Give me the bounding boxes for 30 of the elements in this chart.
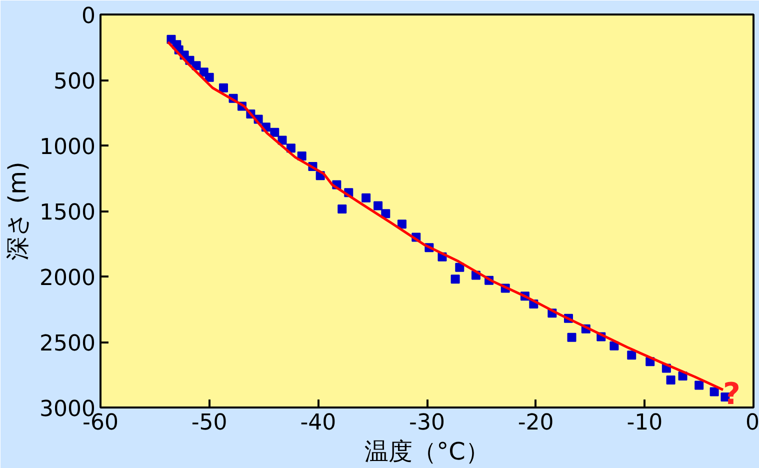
point <box>381 209 390 218</box>
point <box>455 262 464 272</box>
x-tick-label: -10 <box>626 410 663 436</box>
point <box>374 201 383 210</box>
x-tick-label: -20 <box>518 410 554 436</box>
x-axis-title: 温度（°C） <box>364 438 490 466</box>
x-tick-label: 0 <box>746 410 759 436</box>
point <box>362 193 371 202</box>
y-axis-title: 深さ (m) <box>4 162 32 260</box>
point <box>567 332 576 342</box>
annotation: ? <box>723 376 740 412</box>
point <box>270 128 280 137</box>
x-tick-label: -30 <box>409 410 445 436</box>
point <box>666 375 676 384</box>
x-tick-label: -40 <box>300 410 336 436</box>
point <box>397 220 406 229</box>
y-tick-label: 2000 <box>40 266 96 291</box>
x-tick-label: -50 <box>191 410 228 436</box>
y-tick-label: 1500 <box>40 200 96 226</box>
point <box>710 387 719 396</box>
point <box>627 350 636 360</box>
point <box>218 83 228 92</box>
point <box>204 72 214 82</box>
point <box>694 380 704 390</box>
y-tick-label: 0 <box>82 4 96 29</box>
point <box>338 204 347 214</box>
y-tick-label: 500 <box>54 70 96 94</box>
y-tick-label: 2500 <box>40 332 96 356</box>
point <box>450 274 460 284</box>
y-tick-label: 1000 <box>40 135 96 160</box>
